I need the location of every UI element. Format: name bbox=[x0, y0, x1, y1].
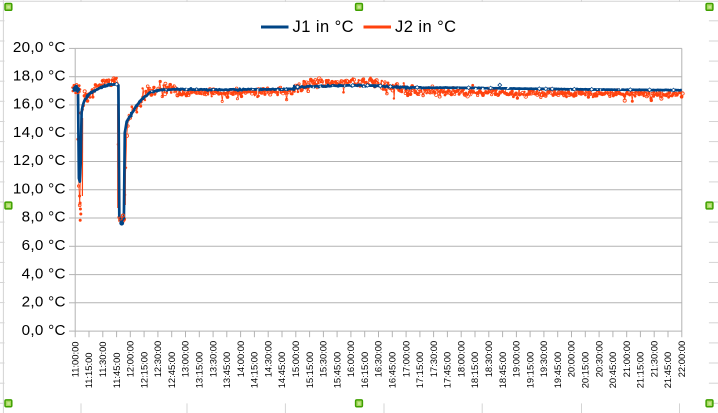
svg-text:18:30:00: 18:30:00 bbox=[483, 341, 494, 378]
svg-text:20:30:00: 20:30:00 bbox=[593, 341, 604, 378]
svg-text:16:15:00: 16:15:00 bbox=[359, 352, 370, 389]
svg-text:12:15:00: 12:15:00 bbox=[138, 352, 149, 389]
svg-text:16:00:00: 16:00:00 bbox=[345, 341, 356, 378]
svg-text:10,0 °C: 10,0 °C bbox=[13, 181, 66, 198]
svg-text:19:30:00: 19:30:00 bbox=[538, 341, 549, 378]
svg-text:13:15:00: 13:15:00 bbox=[194, 352, 205, 389]
svg-text:18:00:00: 18:00:00 bbox=[455, 341, 466, 378]
svg-text:20:15:00: 20:15:00 bbox=[580, 352, 591, 389]
svg-text:15:45:00: 15:45:00 bbox=[331, 352, 342, 389]
svg-text:13:30:00: 13:30:00 bbox=[207, 341, 218, 378]
svg-text:4,0 °C: 4,0 °C bbox=[22, 265, 66, 282]
svg-text:12:00:00: 12:00:00 bbox=[125, 341, 136, 378]
svg-text:15:00:00: 15:00:00 bbox=[290, 341, 301, 378]
svg-text:19:15:00: 19:15:00 bbox=[524, 352, 535, 389]
svg-text:20,0 °C: 20,0 °C bbox=[13, 39, 66, 56]
svg-text:0,0 °C: 0,0 °C bbox=[22, 322, 66, 339]
svg-text:6,0 °C: 6,0 °C bbox=[22, 237, 66, 254]
svg-text:21:30:00: 21:30:00 bbox=[648, 341, 659, 378]
svg-text:J1 in °C: J1 in °C bbox=[293, 18, 355, 36]
svg-text:20:00:00: 20:00:00 bbox=[566, 341, 577, 378]
svg-text:19:45:00: 19:45:00 bbox=[552, 352, 563, 389]
svg-text:20:45:00: 20:45:00 bbox=[607, 352, 618, 389]
svg-text:2,0 °C: 2,0 °C bbox=[22, 294, 66, 311]
svg-text:J2 in °C: J2 in °C bbox=[395, 18, 457, 36]
svg-text:17:00:00: 17:00:00 bbox=[400, 341, 411, 378]
svg-text:21:45:00: 21:45:00 bbox=[662, 352, 673, 389]
svg-text:14:45:00: 14:45:00 bbox=[276, 352, 287, 389]
svg-text:13:45:00: 13:45:00 bbox=[221, 352, 232, 389]
svg-text:11:45:00: 11:45:00 bbox=[111, 353, 122, 389]
svg-text:19:00:00: 19:00:00 bbox=[511, 341, 522, 378]
svg-text:21:00:00: 21:00:00 bbox=[621, 341, 632, 378]
svg-text:18:15:00: 18:15:00 bbox=[469, 352, 480, 389]
svg-text:16:30:00: 16:30:00 bbox=[373, 341, 384, 378]
svg-text:11:15:00: 11:15:00 bbox=[83, 353, 94, 389]
svg-text:21:15:00: 21:15:00 bbox=[635, 352, 646, 389]
svg-text:14:15:00: 14:15:00 bbox=[249, 352, 260, 389]
svg-text:12:45:00: 12:45:00 bbox=[166, 352, 177, 389]
svg-text:8,0 °C: 8,0 °C bbox=[22, 209, 66, 226]
svg-text:16,0 °C: 16,0 °C bbox=[13, 96, 66, 113]
svg-text:12:30:00: 12:30:00 bbox=[152, 341, 163, 378]
svg-text:14:30:00: 14:30:00 bbox=[262, 341, 273, 378]
svg-text:17:15:00: 17:15:00 bbox=[414, 352, 425, 389]
svg-text:18:45:00: 18:45:00 bbox=[497, 352, 508, 389]
svg-text:17:45:00: 17:45:00 bbox=[442, 352, 453, 389]
svg-text:16:45:00: 16:45:00 bbox=[387, 352, 398, 389]
svg-text:13:00:00: 13:00:00 bbox=[180, 341, 191, 378]
svg-text:14,0 °C: 14,0 °C bbox=[13, 124, 66, 141]
svg-text:15:30:00: 15:30:00 bbox=[318, 341, 329, 378]
svg-text:11:00:00: 11:00:00 bbox=[69, 342, 80, 378]
svg-text:14:00:00: 14:00:00 bbox=[235, 341, 246, 378]
svg-text:11:30:00: 11:30:00 bbox=[97, 342, 108, 378]
svg-text:12,0 °C: 12,0 °C bbox=[13, 152, 66, 169]
svg-text:18,0 °C: 18,0 °C bbox=[13, 67, 66, 84]
svg-text:15:15:00: 15:15:00 bbox=[304, 352, 315, 389]
svg-text:17:30:00: 17:30:00 bbox=[428, 341, 439, 378]
svg-text:22:00:00: 22:00:00 bbox=[676, 341, 687, 378]
